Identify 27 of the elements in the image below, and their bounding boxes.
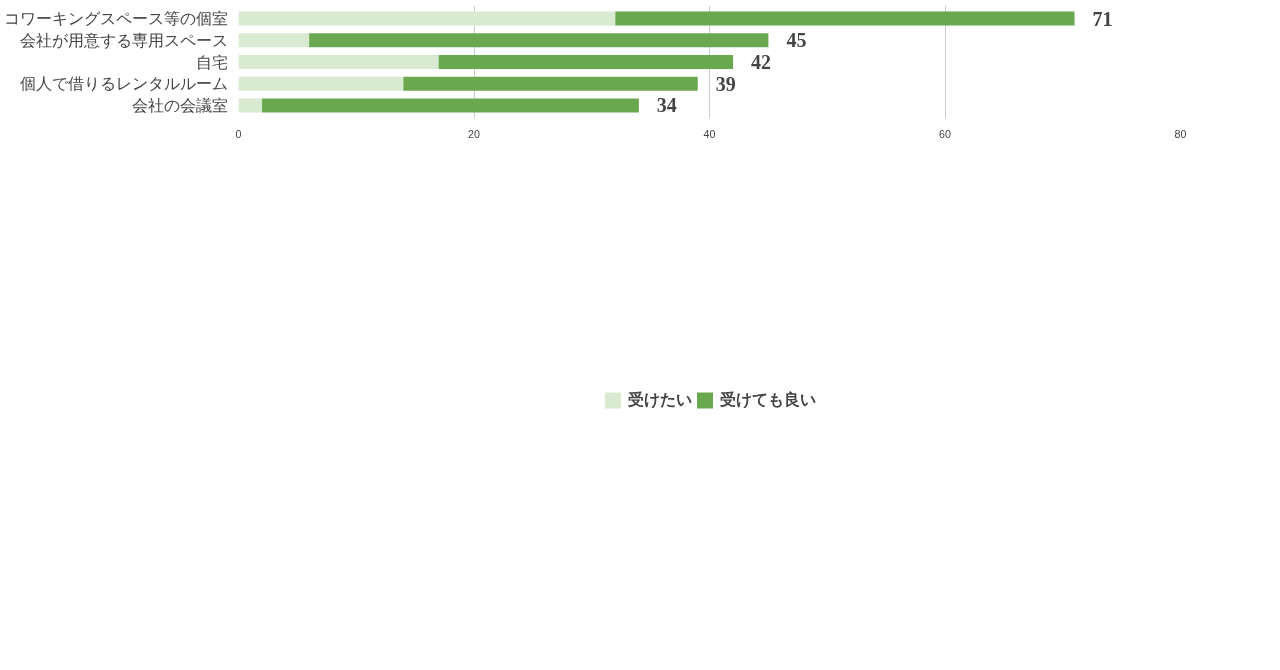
x-tick-label: 60 [939,127,951,140]
total-label: 39 [715,72,736,95]
legend-label: 受けたい [627,389,692,410]
total-label: 71 [1092,7,1113,30]
legend-label: 受けても良い [719,389,816,410]
x-tick-label: 40 [703,127,716,140]
y-tick-label: 自宅 [195,53,228,71]
bar [615,11,1075,26]
x-tick-label: 80 [1174,127,1187,140]
total-label: 34 [656,94,677,117]
bar [309,33,769,48]
y-tick-label: コワーキングスペース等の個室 [3,10,228,28]
bar [438,54,734,70]
bar [238,33,310,48]
y-tick-label: 会社が用意する専用スペース [19,31,228,49]
x-tick-label: 20 [468,127,480,140]
y-tick-label: 会社の会議室 [131,96,228,114]
y-tick-label: 個人で借りるレンタルルーム [19,75,228,93]
x-tick-label: 0 [235,127,242,140]
total-label: 42 [751,51,772,73]
bar [262,98,639,113]
bar [238,98,263,113]
total-label: 45 [786,29,807,52]
bar [238,54,439,70]
bar [238,11,616,26]
bar [403,76,698,91]
bar [238,76,404,91]
